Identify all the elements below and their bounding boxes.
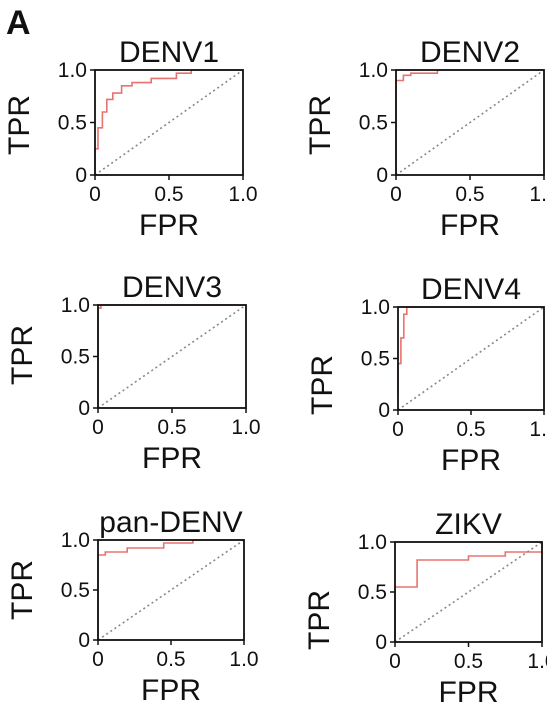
y-axis-label: TPR <box>3 95 36 155</box>
roc-panel: DENV2 0 0.5 1.0 0 0.5 1.0 FPR TPR <box>304 36 547 242</box>
x-tick-label: 0 <box>92 416 104 439</box>
y-tick-label: 0 <box>75 164 87 187</box>
y-tick-label: 1.0 <box>359 59 388 82</box>
y-tick-label: 0.5 <box>58 112 87 135</box>
x-tick-label: 1.0 <box>231 416 260 439</box>
x-axis-label: FPR <box>440 209 500 242</box>
chance-diagonal-line <box>97 304 247 409</box>
y-axis-label: TPR <box>6 325 39 385</box>
y-tick-label: 0.5 <box>361 348 390 371</box>
x-tick-label: 1.0 <box>529 418 547 441</box>
y-tick-label: 0.5 <box>61 579 90 602</box>
roc-curve <box>97 539 244 640</box>
x-tick-label: 0 <box>392 418 404 441</box>
y-tick-label: 0.5 <box>359 112 388 135</box>
x-axis-label: FPR <box>439 676 499 709</box>
x-tick-label: 0 <box>92 648 104 671</box>
roc-panel: DENV4 0 0.5 1.0 0 0.5 1.0 FPR TPR <box>306 273 547 477</box>
x-tick-label: 0 <box>390 183 402 206</box>
y-tick-label: 0.5 <box>358 581 387 604</box>
x-axis-label: FPR <box>139 209 199 242</box>
x-tick-label: 0.5 <box>454 650 483 673</box>
x-axis-label: FPR <box>141 674 201 707</box>
y-axis-label: TPR <box>306 355 339 415</box>
x-axis-label: FPR <box>142 442 202 475</box>
chance-diagonal-line <box>94 69 244 176</box>
x-tick-label: 1.0 <box>228 183 257 206</box>
roc-panel: pan-DENV 0 0.5 1.0 0 0.5 1.0 FPR TPR <box>6 506 259 707</box>
roc-panel: DENV1 0 0.5 1.0 0 0.5 1.0 FPR TPR <box>3 36 258 242</box>
y-tick-label: 1.0 <box>61 529 90 552</box>
x-tick-label: 0.5 <box>156 648 185 671</box>
x-tick-label: 0.5 <box>455 183 484 206</box>
x-tick-label: 0.5 <box>154 183 183 206</box>
x-tick-label: 0 <box>89 183 101 206</box>
chart-title: DENV3 <box>122 271 222 304</box>
chart-title: ZIKV <box>435 508 502 541</box>
y-tick-label: 0.5 <box>61 346 90 369</box>
y-tick-label: 1.0 <box>361 296 390 319</box>
chart-title: DENV1 <box>119 36 219 69</box>
roc-curve <box>395 69 544 175</box>
y-axis-label: TPR <box>304 95 337 155</box>
y-tick-label: 1.0 <box>358 531 387 554</box>
y-tick-label: 0 <box>78 629 90 652</box>
chance-diagonal-line <box>97 539 245 641</box>
chance-diagonal-line <box>395 69 545 176</box>
y-axis-label: TPR <box>303 590 336 650</box>
y-tick-label: 0 <box>78 397 90 420</box>
x-tick-label: 1.0 <box>229 648 258 671</box>
roc-curve <box>94 69 243 175</box>
y-tick-label: 1.0 <box>58 59 87 82</box>
y-tick-label: 0 <box>378 399 390 422</box>
roc-curve <box>394 542 543 642</box>
chart-title: DENV2 <box>420 36 520 69</box>
roc-curve <box>397 306 544 395</box>
x-axis-label: FPR <box>441 444 501 477</box>
y-tick-label: 1.0 <box>61 294 90 317</box>
x-tick-label: 0.5 <box>157 416 186 439</box>
x-tick-label: 1.0 <box>529 183 547 206</box>
x-tick-label: 0.5 <box>456 418 485 441</box>
panel-label: A <box>6 4 31 42</box>
x-tick-label: 1.0 <box>527 650 547 673</box>
x-tick-label: 0 <box>389 650 401 673</box>
y-tick-label: 0 <box>375 631 387 654</box>
chart-title: pan-DENV <box>99 506 242 539</box>
roc-panel: DENV3 0 0.5 1.0 0 0.5 1.0 FPR TPR <box>6 271 261 475</box>
roc-panel: ZIKV 0 0.5 1.0 0 0.5 1.0 FPR TPR <box>303 508 547 709</box>
y-tick-label: 0 <box>376 164 388 187</box>
y-axis-label: TPR <box>6 560 39 620</box>
chance-diagonal-line <box>397 306 545 411</box>
chart-title: DENV4 <box>421 273 521 306</box>
